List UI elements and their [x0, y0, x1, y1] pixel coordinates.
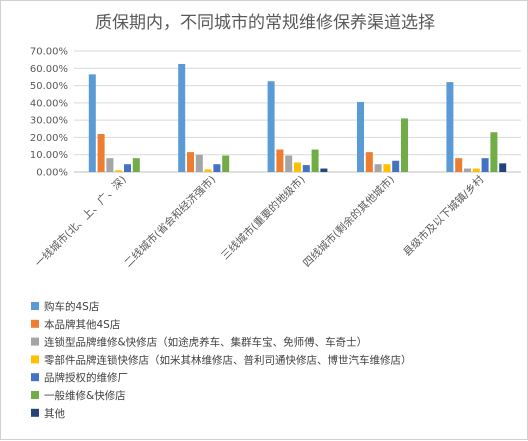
bar: [204, 169, 212, 172]
legend-item: 购车的4S店: [44, 300, 99, 313]
bar: [311, 149, 319, 172]
bar: [392, 160, 400, 172]
bar: [446, 82, 454, 172]
y-tick-label: 70.00%: [30, 47, 68, 58]
bar: [455, 158, 463, 172]
legend-item: 零部件品牌连锁快修店（如米其林维修店、普利司通快修店、博世汽车维修店）: [44, 353, 412, 366]
y-tick-label: 50.00%: [30, 81, 68, 92]
bar: [481, 158, 489, 172]
x-tick-label: 二线城市(省会和经济强市): [122, 173, 219, 270]
bar: [365, 152, 373, 172]
legend-swatch: [31, 391, 39, 399]
gridlines: [74, 50, 521, 173]
legend-item: 一般维修&快修店: [44, 389, 126, 402]
bar: [320, 168, 328, 172]
bar: [178, 63, 186, 172]
bar: [124, 164, 131, 172]
bar: [132, 158, 140, 172]
legend-item: 连锁型品牌维修&快修店（如途虎养车、集群车宝、免师傅、车奇士）: [44, 336, 367, 349]
bar: [374, 164, 382, 172]
bar: [106, 158, 114, 172]
bar: [267, 81, 275, 172]
legend-swatch: [31, 408, 39, 417]
y-tick-label: 40.00%: [30, 98, 68, 109]
bar: [213, 164, 221, 172]
legend-swatch: [31, 302, 39, 310]
bar: [88, 74, 96, 172]
bar: [401, 118, 408, 172]
bar: [187, 152, 194, 172]
bar: [276, 149, 284, 172]
y-axis-ticks: 0.00% 10.00% 20.00% 30.00% 40.00% 50.00% 60.00…: [30, 47, 68, 179]
legend-item: 本品牌其他4S店: [44, 318, 120, 331]
x-tick-label: 县级市及以下城镇/乡村: [400, 173, 486, 259]
bar: [285, 155, 293, 172]
bar: [195, 154, 203, 172]
bar: [97, 133, 105, 172]
x-tick-label: 四线城市(剩余的其他城市): [300, 173, 397, 270]
y-tick-label: 0.00%: [36, 168, 68, 179]
bar: [115, 170, 123, 172]
bar: [302, 165, 310, 172]
bars: [88, 63, 507, 172]
bar: [472, 168, 480, 172]
bar: [464, 168, 471, 172]
x-tick-label: 三线城市(重要的地级市): [218, 173, 307, 262]
y-tick-label: 10.00%: [30, 150, 68, 161]
legend-item: 品牌授权的维修厂: [44, 371, 128, 384]
bar: [383, 164, 391, 172]
legend-swatch: [31, 373, 39, 382]
bar: [357, 101, 364, 172]
y-tick-label: 20.00%: [30, 133, 68, 144]
legend-swatch: [31, 355, 39, 364]
legend-swatch: [31, 319, 39, 328]
legend-swatch: [31, 337, 39, 346]
y-tick-label: 30.00%: [30, 116, 68, 127]
bar: [294, 162, 301, 172]
bar: [222, 155, 230, 172]
x-tick-label: 一线城市(北、上、广、深): [32, 173, 129, 270]
chart-title: 质保期内，不同城市的常规维修保养渠道选择: [95, 13, 435, 33]
x-axis-ticks: 一线城市(北、上、广、深)二线城市(省会和经济强市) 三线城市(重要的地级市)四线…: [32, 173, 487, 270]
bar: [499, 163, 507, 172]
bar: [490, 132, 498, 172]
legend: 购车的4S店本品牌其他4S店连锁型品牌维修&快修店（如途虎养车、集群车宝、免师傅…: [31, 300, 412, 420]
legend-item: 其他: [44, 407, 65, 420]
y-tick-label: 60.00%: [30, 64, 68, 75]
